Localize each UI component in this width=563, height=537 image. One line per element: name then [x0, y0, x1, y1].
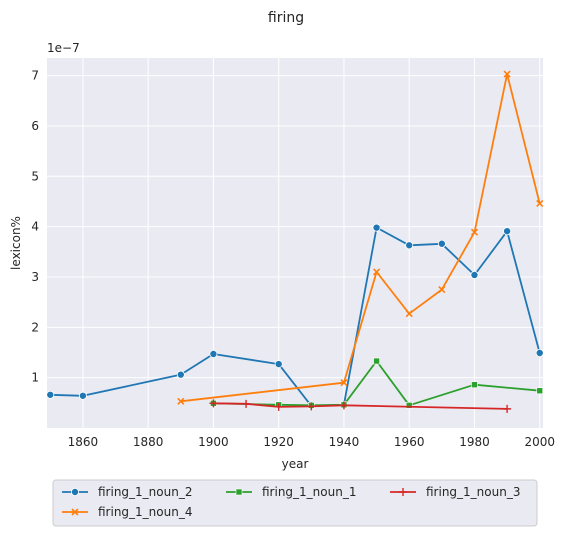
series-line	[213, 360, 540, 407]
plot-area	[47, 58, 543, 428]
data-point	[242, 399, 251, 408]
series-layer	[46, 70, 544, 413]
x-tick-label: 1980	[459, 435, 490, 449]
data-point	[274, 360, 283, 369]
data-point	[405, 310, 413, 318]
data-point	[373, 268, 381, 276]
data-point	[536, 199, 544, 208]
data-point	[209, 399, 218, 408]
legend-label: firing_1_noun_4	[98, 505, 192, 519]
y-tick-label: 7	[31, 69, 39, 83]
legend-entry-firing_1_noun_2: firing_1_noun_2	[62, 485, 192, 499]
x-tick-label: 2000	[524, 435, 555, 449]
y-axis-label: lexicon%	[9, 216, 23, 270]
chart-title: firing	[268, 10, 304, 26]
data-point	[536, 387, 544, 395]
series-firing_1_noun_3	[209, 399, 512, 413]
x-axis-label: year	[282, 457, 309, 471]
data-point	[437, 239, 446, 248]
y-tick-label: 1	[31, 371, 39, 385]
data-point	[470, 270, 479, 279]
x-tick-label: 1940	[329, 435, 360, 449]
legend-label: firing_1_noun_2	[98, 485, 192, 499]
data-point	[405, 402, 413, 409]
legend-entry-firing_1_noun_3: firing_1_noun_3	[390, 485, 520, 499]
data-point	[307, 402, 316, 411]
data-point	[46, 390, 55, 399]
data-point	[176, 370, 185, 379]
legend-label: firing_1_noun_3	[426, 485, 520, 499]
data-point	[209, 349, 218, 358]
data-point	[177, 397, 185, 405]
y-tick-label: 2	[31, 320, 39, 334]
legend-entry-firing_1_noun_1: firing_1_noun_1	[226, 485, 356, 499]
legend-marker	[235, 488, 243, 496]
series-line	[213, 402, 508, 410]
data-point	[470, 228, 479, 236]
legend-entry-firing_1_noun_4: firing_1_noun_4	[62, 505, 192, 519]
data-point	[471, 381, 478, 389]
data-point	[503, 70, 511, 78]
series-line	[180, 73, 541, 403]
data-point	[372, 223, 381, 232]
tick-labels: 1860 1880 1900 1920 1940 1960 1980 2000 1 2 3 4 5 6 7	[31, 69, 555, 449]
legend: firing_1_noun_2 firing_1_noun_4 firing_1_n…	[52, 479, 538, 527]
x-tick-label: 1960	[394, 435, 425, 449]
x-tick-label: 1860	[68, 435, 99, 449]
legend-marker	[71, 487, 80, 496]
x-tick-label: 1920	[263, 435, 294, 449]
legend-marker	[71, 508, 79, 516]
data-point	[503, 404, 512, 413]
x-tick-label: 1880	[133, 435, 164, 449]
legend-label: firing_1_noun_1	[262, 485, 356, 499]
data-point	[405, 241, 414, 250]
legend-marker	[399, 488, 407, 496]
series-firing_1_noun_4	[177, 70, 544, 405]
data-point	[438, 285, 446, 294]
y-multiplier-label: 1e−7	[47, 41, 80, 55]
y-tick-label: 4	[31, 220, 39, 234]
data-point	[503, 227, 512, 236]
data-point	[373, 357, 380, 365]
y-tick-label: 3	[31, 270, 39, 284]
data-point	[78, 391, 87, 400]
grid-lines	[47, 58, 543, 428]
data-point	[274, 402, 283, 411]
y-tick-label: 5	[31, 169, 39, 183]
data-point	[535, 348, 544, 357]
x-tick-label: 1900	[198, 435, 229, 449]
data-point	[339, 401, 348, 410]
y-tick-label: 6	[31, 119, 39, 133]
data-point	[340, 379, 348, 387]
